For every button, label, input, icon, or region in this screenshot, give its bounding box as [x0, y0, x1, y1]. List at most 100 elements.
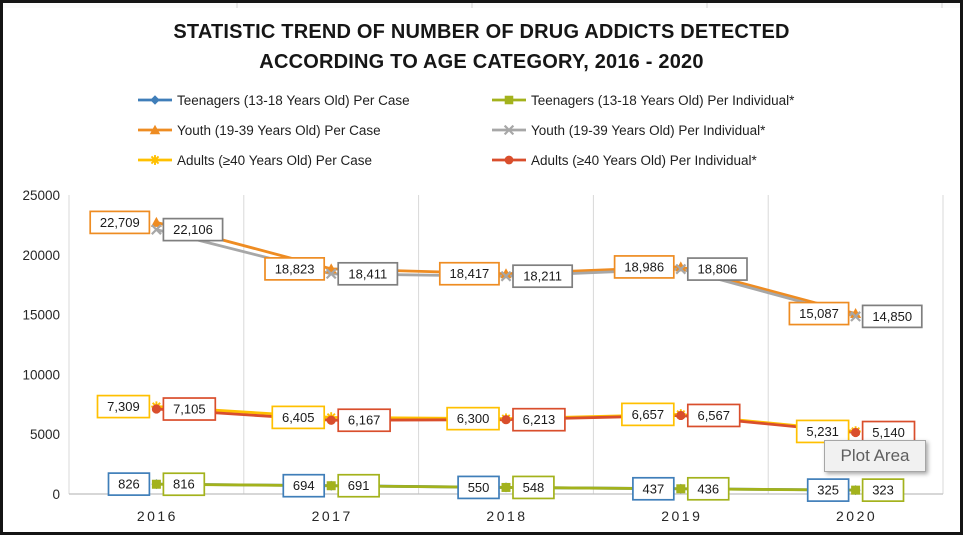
data-label-box[interactable] [613, 255, 675, 279]
circle-marker-icon[interactable] [151, 404, 161, 414]
data-label-value: 6,567 [697, 408, 730, 423]
data-label-box[interactable] [162, 472, 206, 497]
square-marker-icon[interactable] [504, 95, 514, 105]
data-label-value: 6,167 [348, 413, 381, 428]
circle-marker-icon[interactable] [676, 410, 686, 421]
legend-item-label: Youth (19-39 Years Old) Per Case [177, 122, 381, 138]
legend-swatch [138, 124, 172, 135]
plot-area-tooltip-label: Plot Area [840, 446, 910, 465]
data-label-box[interactable] [686, 257, 748, 281]
data-label-value: 18,211 [523, 269, 562, 284]
triangle-marker-icon[interactable] [675, 261, 687, 272]
x-marker-icon[interactable] [503, 124, 515, 136]
data-label-box[interactable] [264, 257, 326, 281]
legend-item-label: Teenagers (13-18 Years Old) Per Case [177, 92, 410, 108]
data-label-value: 436 [697, 481, 719, 496]
x-marker-icon[interactable] [500, 270, 512, 282]
legend-item-label: Youth (19-39 Years Old) Per Individual* [531, 122, 766, 138]
triangle-marker-icon[interactable] [150, 216, 162, 227]
data-label-box[interactable] [162, 397, 217, 421]
data-label-box[interactable] [107, 472, 151, 496]
legend-item[interactable]: Teenagers (13-18 Years Old) Per Case [138, 89, 492, 111]
data-label-value: 22,709 [100, 215, 140, 230]
x-axis-category-label: 2018 [486, 508, 527, 524]
top-border-strip [3, 3, 960, 8]
data-label-value: 323 [872, 483, 894, 498]
data-label-box[interactable] [446, 406, 500, 431]
x-marker-icon[interactable] [850, 311, 861, 322]
star-marker-icon[interactable] [150, 155, 160, 165]
data-label-value: 7,105 [173, 402, 206, 417]
data-label-box[interactable] [162, 217, 224, 242]
y-axis-tick-label: 10000 [22, 367, 60, 382]
data-label-value: 18,806 [698, 262, 738, 277]
data-label-value: 18,986 [624, 259, 664, 274]
x-axis-category-label: 2020 [836, 508, 877, 524]
triangle-marker-icon[interactable] [850, 308, 862, 319]
data-label-box[interactable] [632, 476, 675, 501]
data-label-value: 18,417 [450, 266, 490, 281]
chart-title-line2: ACCORDING TO AGE CATEGORY, 2016 - 2020 [259, 51, 704, 73]
y-axis-tick-label: 5000 [30, 427, 60, 442]
circle-marker-icon[interactable] [851, 427, 861, 438]
data-label-box[interactable] [457, 475, 500, 500]
chart-title: STATISTIC TREND OF NUMBER OF DRUG ADDICT… [3, 17, 960, 77]
legend-swatch [492, 124, 526, 136]
y-axis-tick-label: 20000 [22, 248, 60, 263]
legend-item[interactable]: Adults (≥40 Years Old) Per Individual* [492, 149, 794, 171]
data-label-box[interactable] [512, 475, 555, 500]
data-label-box[interactable] [795, 419, 850, 444]
data-label-box[interactable] [337, 473, 380, 498]
y-axis-tick-label: 0 [52, 487, 60, 502]
data-label-box[interactable] [512, 264, 574, 289]
data-label-box[interactable] [861, 304, 923, 329]
data-label-value: 6,300 [457, 411, 490, 426]
data-label-box[interactable] [512, 407, 566, 432]
data-label-box[interactable] [89, 210, 151, 235]
legend-item[interactable]: Teenagers (13-18 Years Old) Per Individu… [492, 89, 794, 111]
legend-item-label: Adults (≥40 Years Old) Per Individual* [531, 152, 757, 168]
data-label-box[interactable] [686, 403, 741, 428]
square-marker-icon[interactable] [676, 484, 686, 494]
square-marker-icon[interactable] [151, 479, 161, 489]
data-label-value: 22,106 [173, 222, 213, 237]
data-label-box[interactable] [686, 476, 730, 501]
legend-item-label: Teenagers (13-18 Years Old) Per Individu… [531, 92, 795, 108]
series-line[interactable] [156, 221, 856, 315]
legend-item[interactable]: Youth (19-39 Years Old) Per Case [138, 119, 492, 141]
triangle-marker-icon[interactable] [149, 124, 161, 135]
legend-swatch [492, 155, 526, 165]
square-marker-icon[interactable] [851, 485, 861, 495]
triangle-marker-icon[interactable] [500, 268, 512, 279]
diamond-marker-icon[interactable] [150, 95, 160, 105]
circle-marker-icon[interactable] [504, 155, 514, 165]
data-label-box[interactable] [337, 261, 399, 286]
data-label-box[interactable] [861, 478, 905, 502]
data-label-value: 694 [293, 478, 315, 493]
data-label-box[interactable] [621, 402, 675, 427]
data-label-box[interactable] [788, 301, 850, 326]
chart-title-line1: STATISTIC TREND OF NUMBER OF DRUG ADDICT… [173, 21, 790, 43]
data-label-value: 826 [118, 477, 140, 492]
chart-plot-area[interactable]: 0 5000 10000 15000 20000 25000 2016 2017 2018 201… [3, 3, 963, 535]
data-label-box[interactable] [806, 478, 850, 502]
data-label-box[interactable] [96, 394, 151, 419]
square-marker-icon[interactable] [501, 482, 511, 492]
data-label-box[interactable] [438, 261, 500, 286]
data-label-value: 6,657 [632, 407, 665, 422]
data-label-box[interactable] [282, 473, 326, 498]
x-marker-icon[interactable] [325, 268, 337, 280]
data-label-value: 550 [468, 480, 490, 495]
legend-item[interactable]: Youth (19-39 Years Old) Per Individual* [492, 119, 794, 141]
legend-swatch [138, 95, 172, 105]
x-axis-category-label: 2017 [312, 508, 353, 524]
x-marker-icon[interactable] [675, 263, 687, 275]
circle-marker-icon[interactable] [326, 415, 336, 425]
data-label-box[interactable] [337, 408, 391, 433]
data-label-box[interactable] [271, 405, 326, 430]
square-marker-icon[interactable] [326, 481, 336, 491]
circle-marker-icon[interactable] [501, 415, 511, 425]
legend-item[interactable]: Adults (≥40 Years Old) Per Case [138, 149, 492, 171]
x-marker-icon[interactable] [151, 224, 162, 235]
